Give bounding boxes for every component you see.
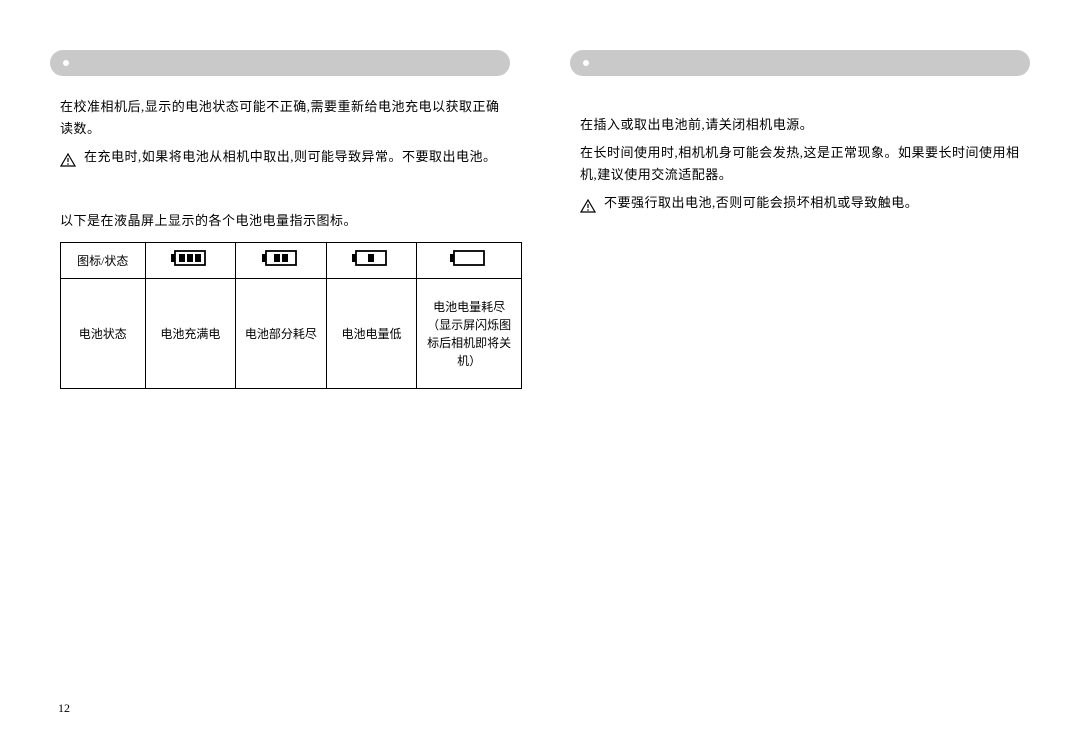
left-section-header — [50, 50, 510, 76]
warning-icon — [580, 194, 596, 216]
left-para-1: 在校准相机后,显示的电池状态可能不正确,需要重新给电池充电以获取正确读数。 — [60, 96, 500, 140]
left-note-text: 在充电时,如果将电池从相机中取出,则可能导致异常。不要取出电池。 — [84, 146, 497, 168]
table-row: 电池状态 电池充满电 电池部分耗尽 电池电量低 电池电量耗尽（显示屏闪烁图标后相… — [61, 279, 522, 389]
table-cell: 电池部分耗尽 — [236, 279, 327, 389]
battery-full-icon — [171, 249, 209, 267]
header-bullet — [573, 50, 599, 76]
right-column: 在插入或取出电池前,请关闭相机电源。 在长时间使用时,相机机身可能会发热,这是正… — [570, 50, 1030, 389]
table-header-cell: 图标/状态 — [61, 243, 146, 279]
table-cell: 电池电量耗尽（显示屏闪烁图标后相机即将关机） — [417, 279, 522, 389]
table-header-cell — [236, 243, 327, 279]
left-column: 在校准相机后,显示的电池状态可能不正确,需要重新给电池充电以获取正确读数。 在充… — [50, 50, 510, 389]
table-row: 图标/状态 — [61, 243, 522, 279]
table-header-cell — [326, 243, 417, 279]
right-para-1: 在插入或取出电池前,请关闭相机电源。 — [580, 114, 1020, 136]
table-cell: 电池电量低 — [326, 279, 417, 389]
right-note-text: 不要强行取出电池,否则可能会损坏相机或导致触电。 — [604, 192, 918, 214]
right-para-2: 在长时间使用时,相机机身可能会发热,这是正常现象。如果要长时间使用相机,建议使用… — [580, 142, 1020, 186]
table-cell: 电池状态 — [61, 279, 146, 389]
battery-empty-icon — [450, 249, 488, 267]
battery-table: 图标/状态 — [60, 242, 522, 389]
header-bullet — [53, 50, 79, 76]
table-header-cell — [145, 243, 236, 279]
table-cell: 电池充满电 — [145, 279, 236, 389]
battery-low-icon — [352, 249, 390, 267]
right-section-header — [570, 50, 1030, 76]
page-number: 12 — [58, 701, 70, 716]
left-note: 在充电时,如果将电池从相机中取出,则可能导致异常。不要取出电池。 — [60, 146, 500, 170]
warning-icon — [60, 148, 76, 170]
table-caption: 以下是在液晶屏上显示的各个电池电量指示图标。 — [60, 210, 500, 232]
battery-mid-icon — [262, 249, 300, 267]
right-note: 不要强行取出电池,否则可能会损坏相机或导致触电。 — [580, 192, 1020, 216]
table-header-cell — [417, 243, 522, 279]
